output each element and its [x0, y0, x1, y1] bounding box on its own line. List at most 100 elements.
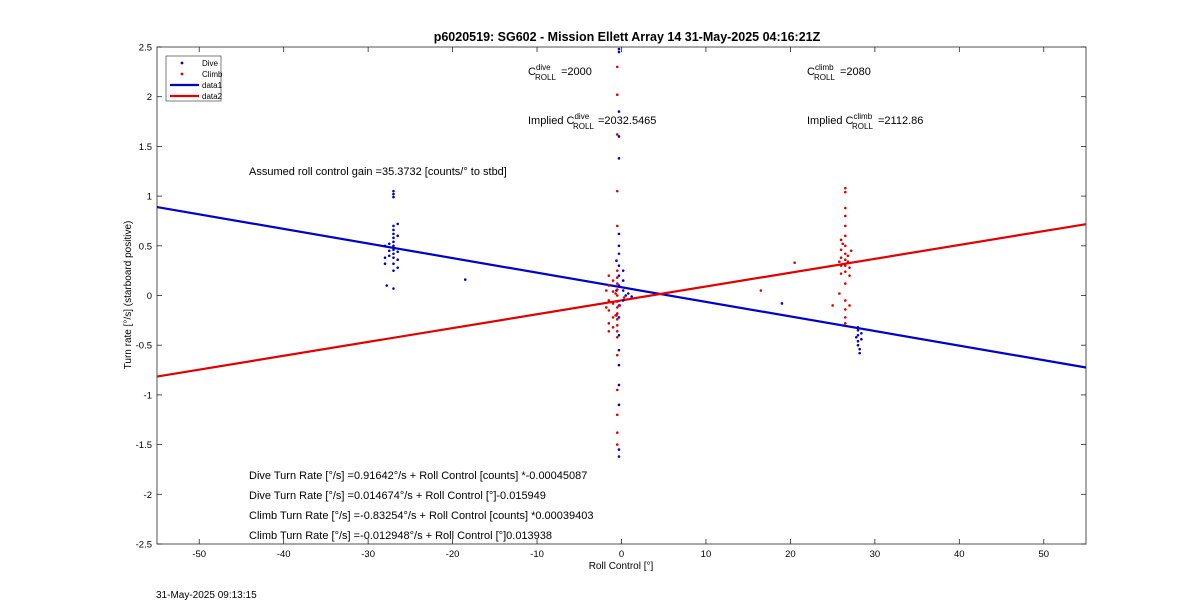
dive-point: [780, 302, 784, 305]
dive-point: [621, 269, 625, 272]
dive-point: [626, 292, 630, 295]
x-tick-label: -40: [277, 549, 291, 560]
dive-point: [617, 284, 621, 287]
scatter-points: [383, 47, 863, 458]
climb-point: [846, 254, 850, 258]
climb-point: [611, 279, 615, 282]
dive-point: [392, 244, 395, 248]
climb-point: [615, 329, 619, 333]
climb-point: [607, 309, 611, 312]
dive-point: [385, 284, 389, 287]
x-tick-label: 0: [619, 549, 624, 560]
dive-point: [392, 224, 395, 228]
climb-point: [848, 304, 851, 307]
climb-point: [844, 264, 847, 267]
climb-point: [615, 388, 619, 392]
climb-point: [844, 234, 847, 238]
climb-point: [793, 261, 796, 264]
climb-point: [615, 431, 619, 434]
climb-point: [604, 289, 608, 292]
climb-point: [615, 324, 619, 327]
climb-point: [846, 260, 850, 264]
dive-point: [383, 244, 387, 248]
legend-climb-label: Climb: [202, 70, 223, 79]
x-axis: -50 -40 -30 -20 -10 0 10 20 30 40 50: [192, 47, 1049, 560]
climb-point: [844, 190, 847, 194]
dive-point: [387, 242, 391, 246]
footer-timestamp: 31-May-2025 09:13:15: [156, 590, 257, 601]
climb-fit-degrees: Climb Turn Rate [°/s] =-0.012948°/s + Ro…: [249, 530, 552, 542]
climb-point: [615, 224, 619, 228]
climb-point: [844, 252, 847, 256]
climb-point: [844, 308, 847, 311]
y-tick-label: 2: [147, 92, 152, 103]
climb-point: [844, 282, 847, 285]
climb-fit-counts: Climb Turn Rate [°/s] =-0.83254°/s + Rol…: [249, 510, 594, 522]
dive-fit-counts: Dive Turn Rate [°/s] =0.91642°/s + Roll …: [249, 470, 587, 482]
dive-point: [396, 234, 399, 238]
climb-point: [615, 335, 619, 339]
climb-point: [615, 189, 619, 193]
y-tick-label: -2.5: [136, 540, 152, 551]
dive-point: [617, 448, 621, 451]
dive-point: [396, 222, 399, 226]
dive-point: [617, 252, 621, 256]
dive-point: [856, 339, 860, 343]
climb-point: [618, 304, 622, 307]
dive-point: [383, 256, 387, 260]
dive-point: [463, 278, 467, 281]
data1-fit-line: [156, 205, 1087, 369]
dive-point: [396, 258, 399, 262]
climb-point: [615, 65, 619, 69]
c-roll-climb: Cclimb ROLL =2080: [807, 63, 871, 82]
climb-point: [848, 266, 851, 269]
dive-fit-degrees: Dive Turn Rate [°/s] =0.014674°/s + Roll…: [249, 490, 546, 502]
climb-point: [614, 314, 617, 317]
climb-point: [615, 443, 619, 446]
y-tick-label: 2.5: [139, 43, 152, 54]
climb-point: [759, 289, 763, 292]
climb-point: [844, 316, 847, 319]
climb-point: [607, 274, 611, 277]
dive-point: [392, 236, 395, 240]
y-axis-label: Turn rate [°/s] (starboard positive): [123, 221, 134, 370]
climb-point: [615, 318, 619, 321]
dive-point: [396, 266, 399, 269]
dive-point: [856, 328, 860, 332]
legend-dive-label: Dive: [202, 59, 219, 68]
climb-point: [848, 274, 851, 277]
dive-point: [854, 335, 858, 339]
climb-point: [611, 302, 615, 305]
legend-data1-label: data1: [202, 81, 223, 90]
climb-point: [615, 282, 619, 285]
dive-point: [617, 135, 621, 138]
climb-point: [844, 206, 847, 210]
dive-point: [392, 262, 395, 265]
implied-c-roll-dive: Implied Cdive ROLL =2032.5465: [528, 112, 656, 131]
climb-point: [839, 256, 843, 260]
roll-gain-note: Assumed roll control gain =35.3732 [coun…: [249, 166, 507, 178]
y-tick-label: -2: [144, 490, 152, 501]
climb-point: [844, 299, 847, 302]
dive-point: [392, 195, 395, 199]
climb-point: [615, 306, 619, 309]
dive-point: [383, 262, 387, 265]
legend-climb-marker: [180, 72, 184, 76]
dive-point: [617, 363, 621, 367]
dive-point: [617, 383, 621, 387]
dive-point: [392, 189, 395, 193]
dive-point: [617, 316, 621, 319]
climb-point: [844, 224, 847, 228]
dive-point: [856, 333, 860, 337]
dive-point: [617, 333, 621, 337]
implied-c-roll-climb: Implied Cclimb ROLL =2112.86: [807, 112, 923, 131]
climb-point: [615, 312, 619, 315]
dive-point: [392, 269, 395, 272]
legend-box: [165, 55, 222, 102]
dive-point: [617, 403, 621, 407]
climb-point: [615, 413, 619, 417]
climb-point: [622, 296, 626, 299]
climb-point: [611, 326, 615, 329]
dive-point: [617, 47, 621, 51]
